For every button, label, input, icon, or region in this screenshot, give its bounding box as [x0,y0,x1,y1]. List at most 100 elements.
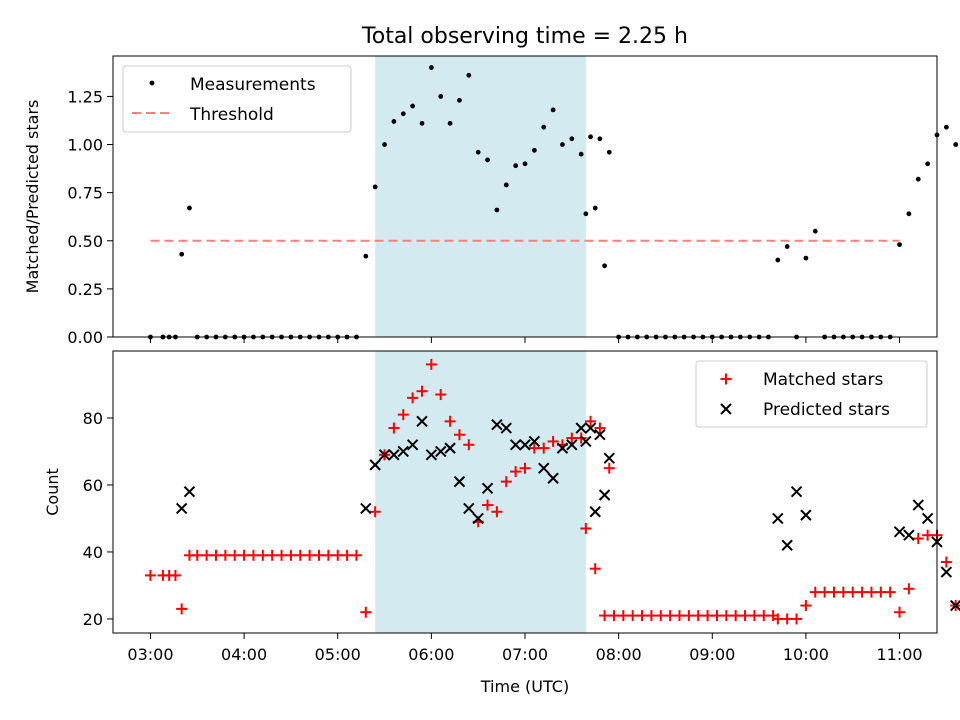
measurement-point [187,205,192,211]
measurement-point [597,136,603,142]
matched-star-point [407,392,419,404]
matched-star-point [922,529,934,541]
measurement-point [925,161,931,167]
ratio-legend-box [122,65,352,133]
chart-title: Total observing time = 2.25 h [361,24,688,49]
matched-star-point [739,610,751,622]
matched-star-point [912,533,924,545]
matched-star-point [730,610,742,622]
predicted-star-point [538,462,550,474]
legend-predicted-label: Predicted stars [763,400,890,420]
matched-star-point [257,549,269,561]
matched-star-point [201,549,213,561]
count-legend-box [695,360,928,428]
predicted-star-point [772,512,784,525]
predicted-star-point [950,599,960,612]
predicted-star-point [603,452,615,464]
matched-star-point [266,549,278,561]
count-y-axis-label: Count [43,468,62,516]
matched-star-point [674,610,685,622]
predicted-star-point [575,422,587,434]
predicted-star-point [519,439,531,451]
matched-star-point [645,610,657,622]
x-tick-label: 03:00 [127,645,173,664]
y-tick-label: 1.25 [67,87,103,106]
count-panel: 20 40 60 80 03:00 04:00 05:00 06:00 07:00 08:00 0… [43,350,960,696]
matched-star-point [884,586,896,598]
measurement-point [588,134,593,140]
matched-star-point [791,613,803,625]
y-tick-label: 40 [83,543,103,562]
matched-star-point [416,385,428,397]
predicted-star-point [416,415,428,428]
measurement-point [382,142,387,147]
measurement-point [363,253,369,259]
matched-star-point [322,549,334,561]
matched-star-point [176,603,188,615]
legend-matched-label: Matched stars [763,370,883,390]
legend-measurements-label: Measurements [190,75,316,95]
measurement-point [943,124,949,130]
measurement-point [475,149,481,155]
y-tick-label: 1.00 [67,136,103,155]
measurement-point [803,255,809,261]
predicted-star-point [912,499,924,511]
matched-star-point [219,549,231,561]
observing-window-shade [375,351,586,633]
predicted-star-point [425,449,438,461]
matched-star-point [453,429,465,441]
matched-star-point [809,586,821,598]
measurement-point [906,211,912,217]
ratio-legend: Measurements Threshold [122,65,352,133]
matched-star-point [169,569,181,581]
matched-star-point [781,613,793,625]
matched-star-point [617,610,629,622]
x-tick-label: 10:00 [783,645,829,664]
predicted-star-point [397,445,409,458]
measurement-point [400,111,406,117]
measurement-point [915,176,921,182]
predicted-star-point [444,442,456,454]
y-tick-label: 80 [83,409,103,428]
measurement-point [560,142,565,147]
matched-star-point [566,432,578,444]
matched-star-point [636,610,648,622]
count-legend: Matched stars Predicted stars [695,360,928,428]
matched-star-point [875,586,887,598]
matched-star-point [664,610,676,622]
matched-star-point [285,549,297,561]
matched-star-point [819,586,831,598]
matched-star-point [940,556,952,568]
matched-star-point [538,442,550,454]
predicted-star-point [500,422,512,434]
matched-star-point [856,586,868,598]
predicted-star-point [435,445,447,458]
matched-star-point [837,586,849,598]
measurement-point [179,251,185,257]
matched-star-point [702,610,714,622]
measurement-point [494,207,500,213]
predicted-star-point [360,502,372,515]
matched-star-point [585,415,597,427]
measurement-point [953,142,959,147]
matched-star-point [528,442,540,454]
legend-predicted-marker [720,403,732,415]
matched-star-point [865,586,877,598]
y-tick-label: 0.00 [67,328,103,347]
matched-star-point [758,610,770,622]
measurement-point [583,211,589,217]
measurement-point [391,119,397,124]
predicted-star-point [509,439,522,451]
matched-star-point [238,549,250,561]
matched-star-point [388,422,400,434]
measurement-point [513,163,519,169]
predicted-star-point [921,512,934,525]
matched-star-point [847,586,859,598]
predicted-star-point [369,459,381,471]
matched-star-point [144,569,156,581]
legend-measurements-marker [149,80,155,86]
predicted-star-point [491,418,503,431]
matched-star-point [435,389,447,401]
measurement-point [897,242,902,248]
